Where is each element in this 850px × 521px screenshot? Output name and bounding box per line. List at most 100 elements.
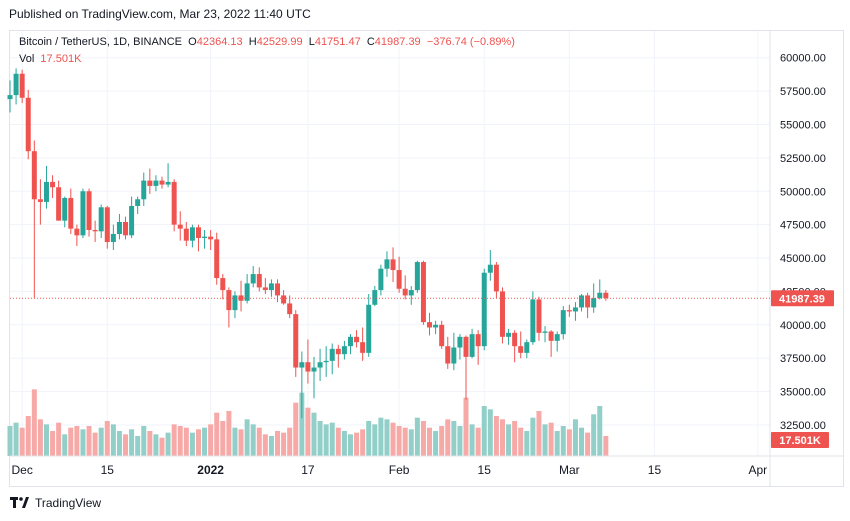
volume-bar bbox=[475, 427, 481, 456]
volume-bar bbox=[68, 427, 74, 456]
volume-bar bbox=[281, 432, 287, 456]
candle-body bbox=[43, 181, 49, 202]
volume-bar bbox=[262, 434, 268, 456]
candle-body bbox=[202, 236, 208, 238]
volume-label: Vol bbox=[19, 53, 35, 65]
candle-body bbox=[214, 239, 220, 279]
price-tick-label: 50000.00 bbox=[780, 186, 826, 198]
price-tick-label: 55000.00 bbox=[780, 119, 826, 131]
volume-bar bbox=[390, 422, 396, 456]
candle-body bbox=[536, 299, 542, 333]
volume-bar bbox=[135, 436, 141, 456]
volume-bar bbox=[487, 409, 493, 456]
candle-body bbox=[183, 228, 189, 241]
low-label: L bbox=[308, 36, 315, 48]
volume-bar bbox=[62, 434, 68, 456]
ohlc-legend[interactable]: Bitcoin / TetherUS, 1D, BINANCE O42364.1… bbox=[19, 36, 515, 48]
volume-bar bbox=[50, 431, 56, 456]
volume-bar bbox=[439, 426, 445, 456]
axes: 60000.00 57500.00 55000.00 52500.00 50000.00… bbox=[10, 31, 844, 487]
candle-body bbox=[37, 199, 43, 202]
volume-bar bbox=[354, 432, 360, 456]
volume-bar bbox=[244, 419, 250, 456]
last-volume-tag bbox=[771, 432, 829, 448]
candle-body bbox=[499, 291, 505, 337]
volume-bar bbox=[445, 419, 451, 456]
open-value: 42364.13 bbox=[196, 36, 243, 48]
candle-body bbox=[220, 278, 226, 291]
price-tags: 41987.39 17.501K bbox=[10, 290, 834, 448]
candle-body bbox=[275, 283, 281, 296]
volume-value: 17.501K bbox=[40, 53, 82, 65]
candle-body bbox=[603, 292, 609, 299]
tradingview-brand[interactable]: TradingView bbox=[10, 496, 101, 510]
candle-body bbox=[50, 181, 56, 188]
published-note: Published on TradingView.com, Mar 23, 20… bbox=[9, 7, 311, 21]
volume-bar bbox=[238, 429, 244, 456]
volume-bar bbox=[43, 424, 49, 456]
volume-bar bbox=[518, 427, 524, 456]
candle-body bbox=[129, 205, 135, 236]
volume-bar bbox=[493, 416, 499, 456]
price-tick-label: 40000.00 bbox=[780, 320, 826, 332]
candle-body bbox=[347, 336, 353, 347]
volume-bar bbox=[226, 411, 232, 456]
chart-frame bbox=[9, 30, 844, 487]
volume-bar bbox=[366, 421, 372, 456]
volume-bar bbox=[433, 431, 439, 456]
candle-body bbox=[469, 334, 475, 357]
volume-bar bbox=[548, 422, 554, 456]
candle-body bbox=[19, 73, 25, 98]
candle-body bbox=[317, 362, 323, 368]
volume-bar bbox=[159, 437, 165, 456]
volume-bar bbox=[116, 431, 122, 456]
candle-body bbox=[591, 298, 597, 308]
volume-bar bbox=[341, 431, 347, 456]
volume-bar bbox=[56, 422, 62, 456]
candle-body bbox=[524, 342, 530, 353]
volume-bar bbox=[202, 427, 208, 456]
volume-bar bbox=[183, 427, 189, 456]
candle-body bbox=[256, 274, 262, 288]
volume-bar bbox=[317, 421, 323, 456]
volume-bar bbox=[579, 427, 585, 456]
symbol-label[interactable]: Bitcoin / TetherUS, 1D, BINANCE bbox=[19, 36, 183, 48]
candle-body bbox=[104, 207, 110, 243]
candle-body bbox=[451, 347, 457, 364]
candle-body bbox=[123, 221, 129, 236]
chart-grid bbox=[10, 31, 770, 456]
volume-bar bbox=[123, 434, 129, 456]
candle-body bbox=[25, 97, 31, 152]
candle-body bbox=[153, 180, 159, 186]
volume-bar bbox=[92, 432, 98, 456]
candle-body bbox=[390, 259, 396, 271]
volume-bar bbox=[469, 424, 475, 456]
volume-bar bbox=[208, 424, 214, 456]
volume-bar bbox=[25, 416, 31, 456]
time-tick-label: Apr bbox=[748, 463, 767, 477]
candle-body bbox=[189, 227, 195, 241]
candle-body bbox=[566, 310, 572, 312]
volume-bar bbox=[287, 427, 293, 456]
candle-body bbox=[475, 334, 481, 347]
last-price-tag bbox=[771, 290, 834, 307]
volume-bar bbox=[512, 421, 518, 456]
change-value: −376.74 (−0.89%) bbox=[426, 36, 515, 48]
volume-bar bbox=[104, 421, 110, 456]
candle-body bbox=[408, 290, 414, 296]
candle-body bbox=[323, 360, 329, 363]
volume-bar bbox=[171, 424, 177, 456]
candle-body bbox=[433, 324, 439, 328]
time-tick-label: Dec bbox=[11, 463, 32, 477]
candle-body bbox=[147, 180, 153, 186]
volume-legend[interactable]: Vol 17.501K bbox=[19, 53, 81, 65]
volume-bar bbox=[481, 406, 487, 456]
candle-body bbox=[159, 180, 165, 185]
candle-body bbox=[86, 191, 92, 230]
volume-bar bbox=[451, 421, 457, 456]
volume-bar bbox=[402, 427, 408, 456]
volume-bar bbox=[141, 426, 147, 456]
last-volume-text: 17.501K bbox=[779, 435, 821, 447]
candle-body bbox=[195, 227, 201, 238]
